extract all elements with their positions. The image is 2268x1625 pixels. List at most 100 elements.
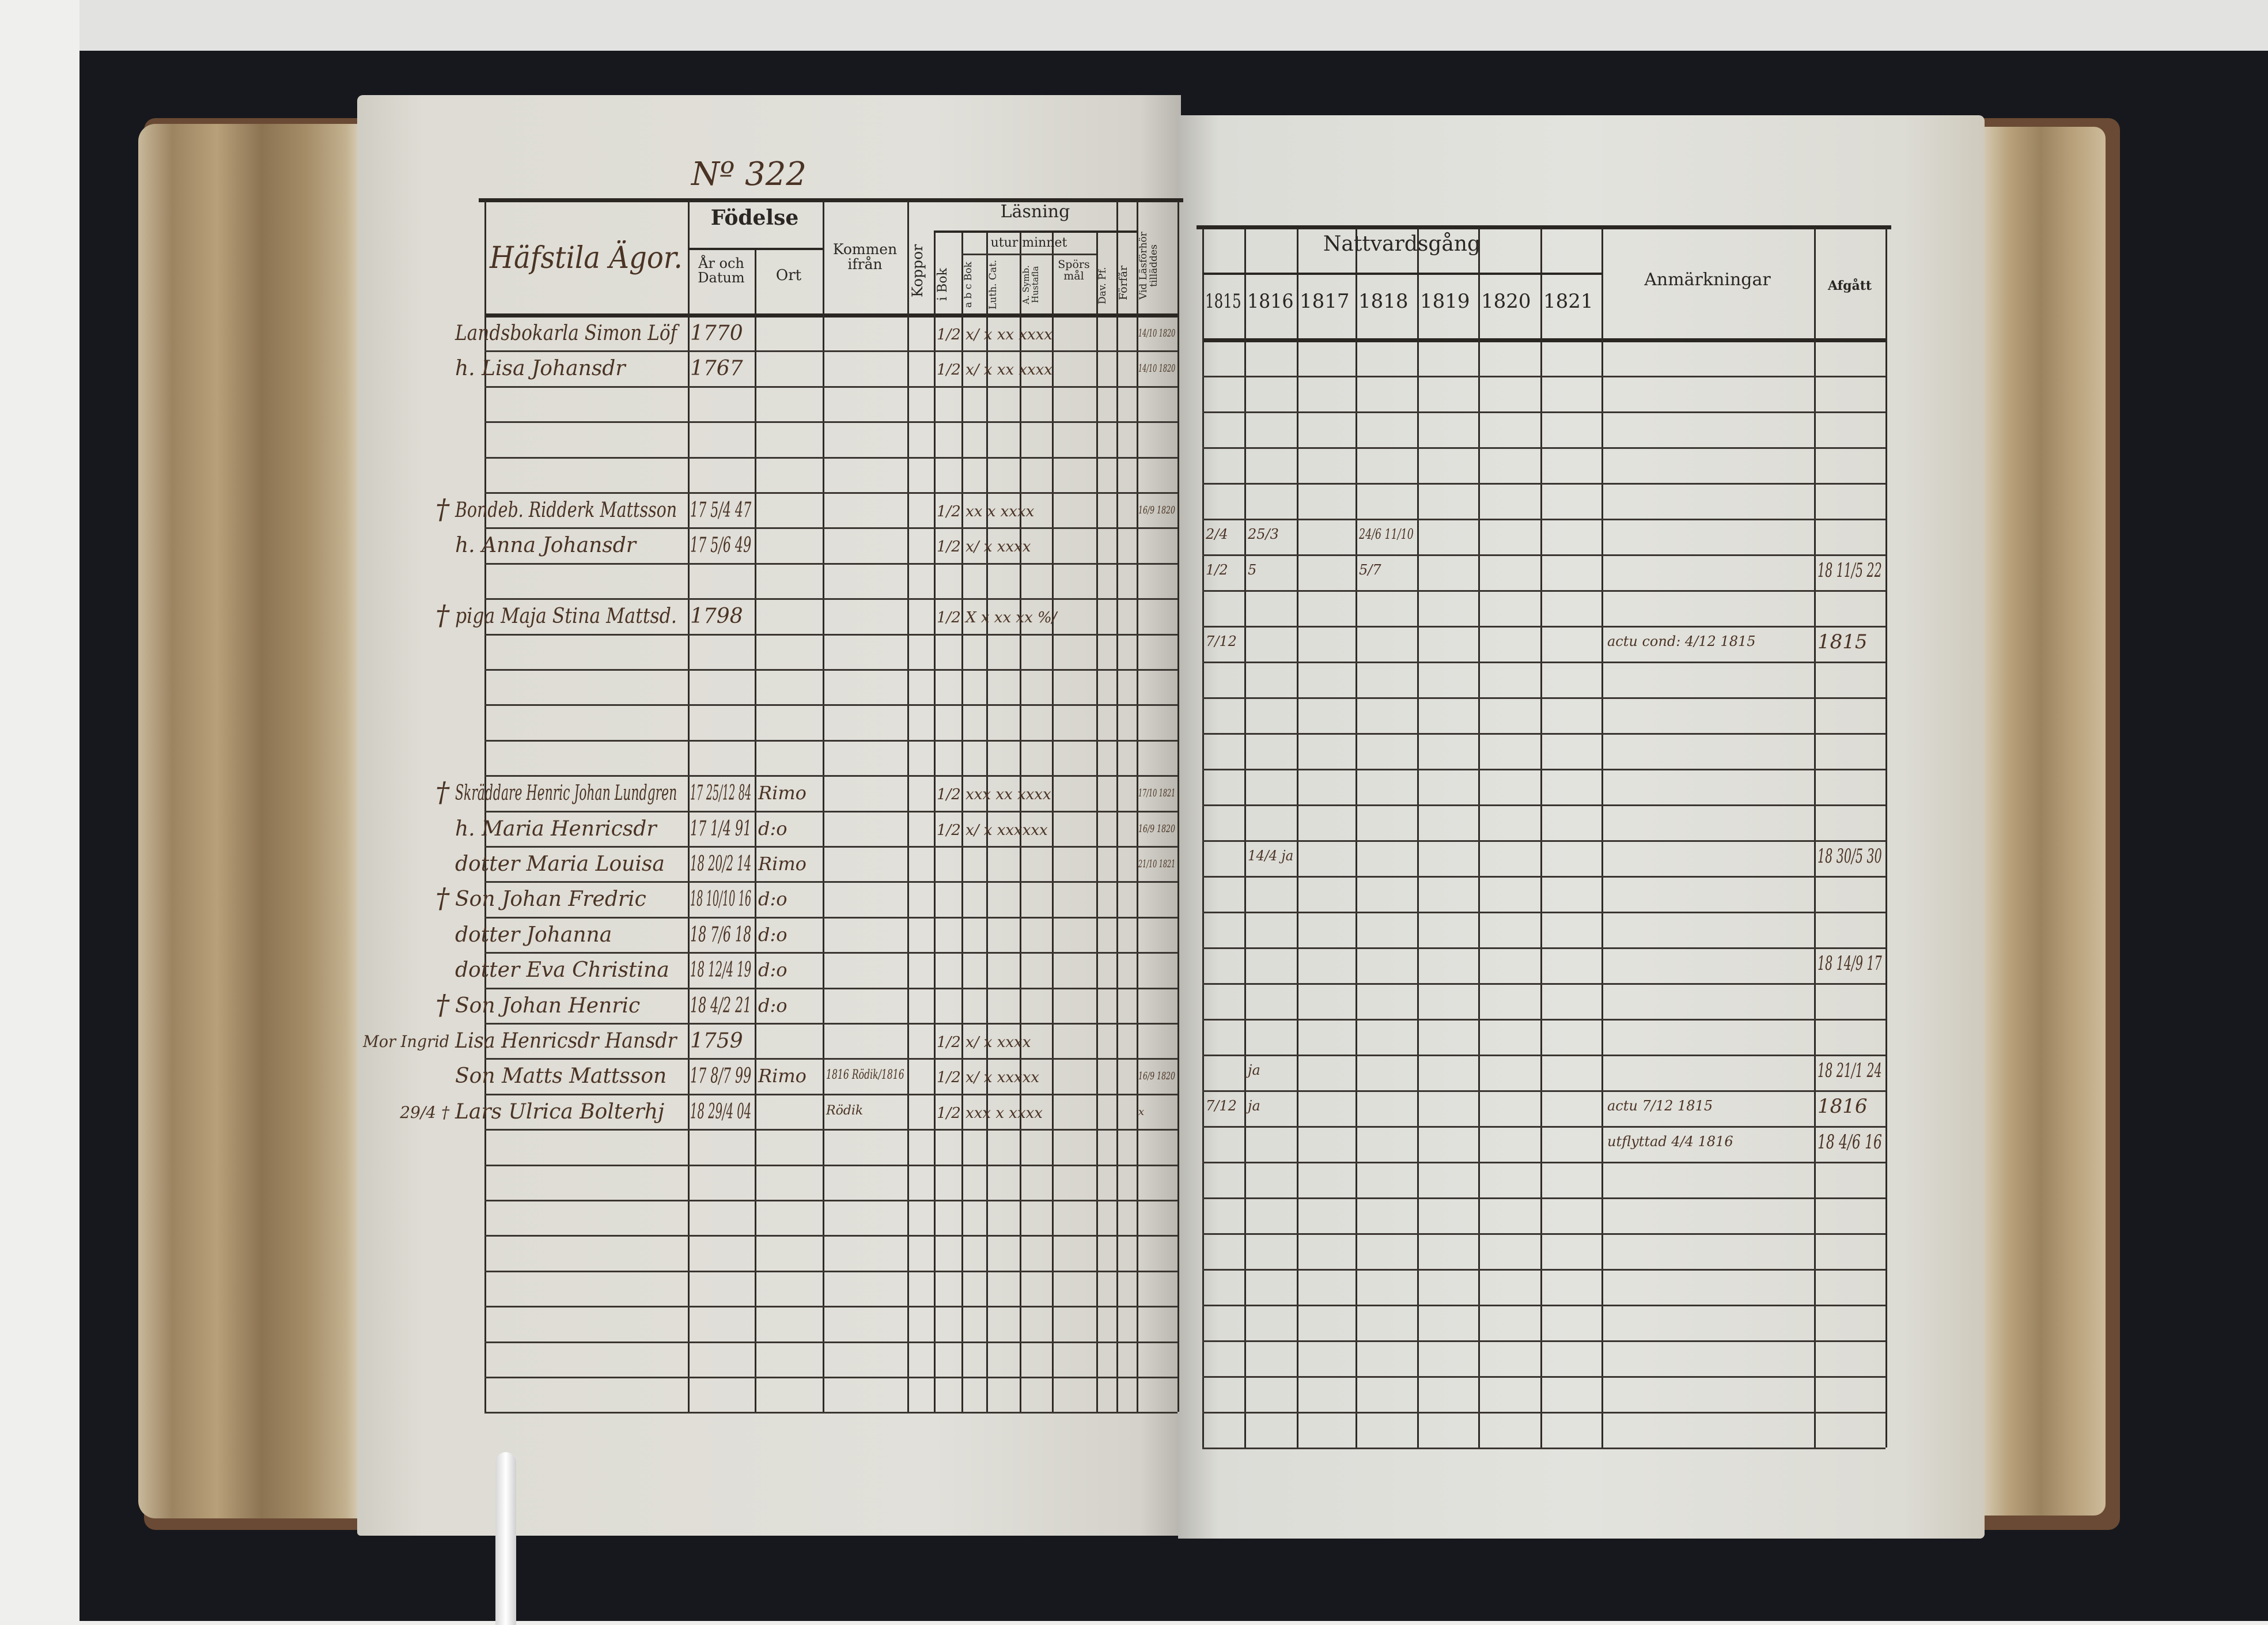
right-row-line (1202, 376, 1885, 377)
header-year-1815: 1815 (1205, 290, 1241, 313)
left-column-line (1096, 230, 1098, 1412)
fodelse-subrule (688, 248, 823, 250)
person-name: Son Johan Fredric (455, 887, 646, 912)
kommen-ifran-note: Rödik (826, 1103, 864, 1118)
left-row-line (484, 987, 1177, 989)
right-row-line (1202, 1305, 1885, 1306)
margin-mark: Mor Ingrid (362, 1032, 449, 1051)
left-column-line (688, 201, 690, 1412)
right-row-line (1202, 1162, 1885, 1163)
right-column-line (1417, 228, 1419, 1448)
birth-date: 18 20/2 14 (690, 852, 752, 876)
reading-marks: 1/2 x/ x xxxxx (937, 1069, 1040, 1087)
right-row-line (1202, 1448, 1885, 1449)
header-vid-lasforhor: Vid Läsförhör tilläddes (1138, 232, 1160, 300)
examination-date: 16/9 1820 (1138, 504, 1175, 516)
person-name: Son Matts Mattsson (455, 1064, 667, 1089)
left-header-top-rule (479, 198, 1183, 202)
birth-place: d:o (758, 959, 787, 981)
right-row-line (1202, 804, 1885, 806)
person-name: Landsbokarla Simon Löf (455, 322, 677, 345)
person-name: Lisa Henricsdr Hansdr (455, 1029, 677, 1053)
header-lasning: Läsning (1000, 202, 1070, 222)
right-row-line (1202, 1233, 1885, 1235)
left-row-line (484, 350, 1177, 353)
margin-mark: † (436, 988, 449, 1021)
header-utur-minnet: utur minnet (990, 236, 1067, 250)
margin-mark: † (436, 493, 449, 526)
departure-date: 1815 (1818, 630, 1868, 653)
left-row-line (484, 1200, 1177, 1201)
header-abc-bok: a b c Bok (963, 262, 974, 308)
birth-date: 17 5/4 47 (690, 498, 752, 522)
left-row-line (484, 916, 1177, 919)
header-luth-cat: Luth. Cat. (987, 259, 999, 310)
left-row-line (484, 386, 1177, 388)
remark: actu 7/12 1815 (1607, 1098, 1713, 1114)
birth-date: 18 12/4 19 (690, 958, 752, 982)
header-forfar: Förfår (1117, 265, 1130, 301)
person-name: dotter Eva Christina (455, 958, 669, 982)
birth-date: 18 7/6 18 (690, 923, 752, 947)
left-row-line (484, 1164, 1177, 1166)
lasning-subrule (934, 230, 1137, 233)
right-row-line (1202, 1019, 1885, 1021)
right-row-line (1202, 1090, 1885, 1092)
communion-date-1816: 14/4 ja (1248, 848, 1294, 864)
right-column-line (1601, 228, 1603, 1448)
left-row-line (484, 810, 1177, 812)
person-name: dotter Johanna (455, 923, 612, 947)
examination-date: 17/10 1821 (1138, 787, 1176, 800)
right-row-line (1202, 662, 1885, 663)
person-name: Lars Ulrica Bolterhj (455, 1099, 665, 1124)
reading-marks: 1/2 x/ x xx xxxx (937, 326, 1052, 343)
birth-date: 18 10/10 16 (690, 887, 752, 912)
left-row-line (484, 1235, 1177, 1237)
margin-mark: † (436, 599, 449, 632)
right-row-line (1202, 1340, 1885, 1342)
left-row-line (484, 1377, 1177, 1378)
right-header-top-rule (1197, 225, 1891, 229)
birth-date: 18 4/2 21 (690, 993, 752, 1018)
left-row-line (484, 562, 1177, 565)
left-row-line (484, 421, 1177, 424)
right-page (1178, 115, 1985, 1539)
communion-date-1815: 7/12 (1206, 633, 1237, 649)
register-number: Nº 322 (691, 156, 807, 193)
header-ar-och-datum: År och Datum (698, 255, 745, 286)
birth-date: 1759 (690, 1029, 743, 1053)
header-year-1816: 1816 (1247, 290, 1294, 313)
right-row-line (1202, 447, 1885, 449)
communion-date-1815: 7/12 (1206, 1098, 1237, 1114)
right-row-line (1202, 483, 1885, 485)
right-row-line (1202, 1376, 1885, 1378)
right-row-line (1202, 840, 1885, 842)
left-row-line (484, 739, 1177, 742)
left-column-line (1177, 201, 1179, 1412)
page-edges-left (138, 124, 363, 1518)
communion-date-1816: ja (1248, 1098, 1260, 1114)
left-row-line (484, 456, 1177, 459)
birth-date: 1770 (690, 322, 743, 345)
header-year-1820: 1820 (1481, 290, 1531, 313)
reading-marks: 1/2 xxx xx xxxx (937, 786, 1051, 804)
header-nattvardsgang: Nattvardsgång (1323, 232, 1481, 256)
right-column-line (1540, 228, 1542, 1448)
right-column-line (1814, 228, 1816, 1448)
left-column-line (1116, 201, 1118, 1412)
departure-date: 18 30/5 30 (1818, 845, 1882, 868)
left-row-line (484, 1341, 1177, 1343)
header-afgatt: Afgått (1827, 278, 1872, 293)
right-column-line (1297, 228, 1298, 1448)
person-name: Bondeb. Ridderk Mattsson (455, 498, 677, 522)
header-year-1819: 1819 (1420, 290, 1470, 313)
remark: utflyttad 4/4 1816 (1607, 1133, 1733, 1150)
left-row-line (484, 1129, 1177, 1131)
left-row-line (484, 1270, 1177, 1272)
right-row-line (1202, 947, 1885, 949)
reading-marks: 1/2 x/ x xxxx (937, 538, 1031, 556)
birth-date: 18 29/4 04 (690, 1099, 752, 1124)
left-row-line (484, 1412, 1177, 1414)
right-row-line (1202, 590, 1885, 592)
left-row-line (484, 1058, 1177, 1060)
